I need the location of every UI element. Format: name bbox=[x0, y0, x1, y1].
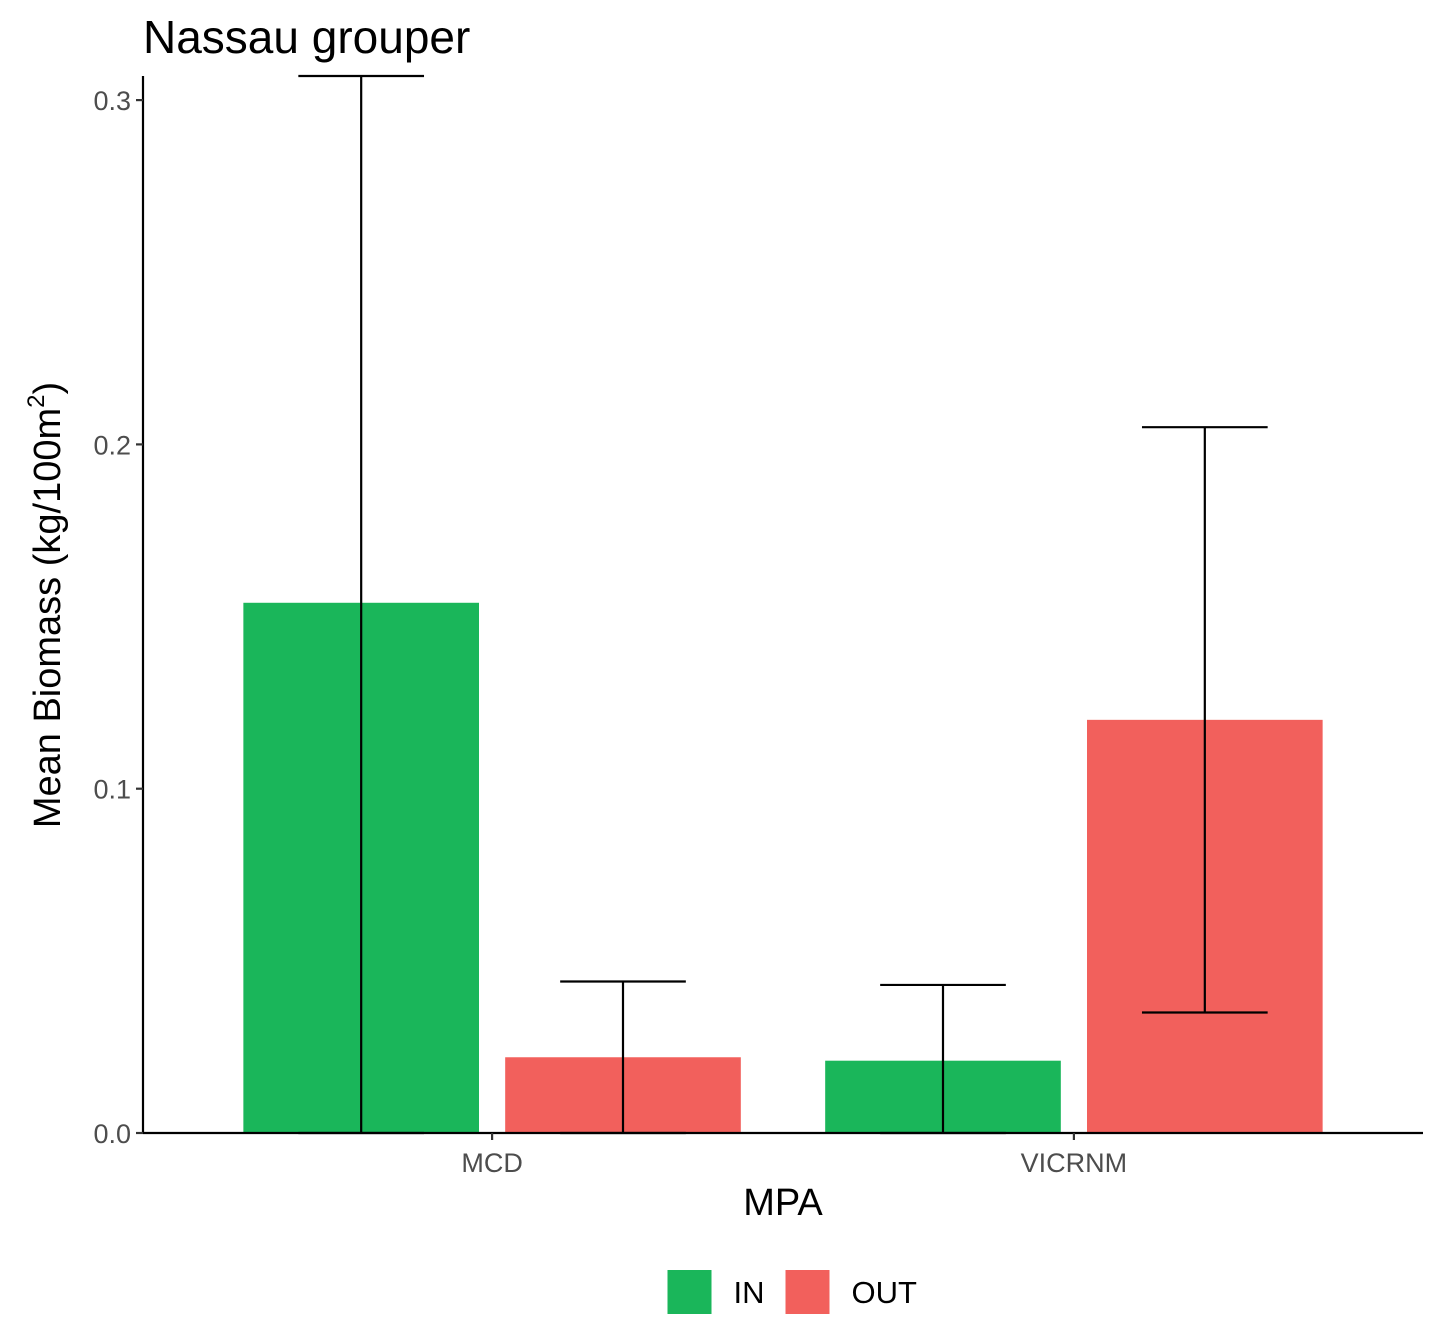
x-tick-label: MCD bbox=[461, 1148, 523, 1178]
bars-layer bbox=[243, 602, 1323, 1133]
svg-text:Mean Biomass (kg/100m2): Mean Biomass (kg/100m2) bbox=[23, 382, 69, 828]
x-axis-title: MPA bbox=[743, 1182, 823, 1224]
error-bar-vicrnm-out bbox=[1141, 426, 1268, 1014]
axes-layer: 0.0 0.1 0.2 0.3 MCD VICRNM bbox=[93, 76, 1423, 1178]
y-tick-label: 0.2 bbox=[93, 430, 131, 460]
chart-title: Nassau grouper bbox=[143, 11, 470, 63]
y-axis-title-text: Mean Biomass (kg/100m bbox=[27, 408, 69, 828]
legend-key-out bbox=[785, 1270, 830, 1314]
legend-label-in: IN bbox=[734, 1275, 765, 1310]
y-tick-label: 0.1 bbox=[93, 775, 131, 805]
legend-key-in bbox=[667, 1270, 712, 1314]
y-axis-title-superscript: 2 bbox=[23, 395, 50, 408]
y-axis-title: Mean Biomass (kg/100m2) bbox=[23, 382, 69, 828]
legend-label-out: OUT bbox=[852, 1275, 918, 1310]
y-tick-label: 0.0 bbox=[93, 1119, 131, 1149]
y-tick-label: 0.3 bbox=[93, 86, 131, 116]
x-tick-label: VICRNM bbox=[1021, 1148, 1128, 1178]
y-axis-title-suffix: ) bbox=[27, 382, 69, 395]
legend: IN OUT bbox=[667, 1270, 918, 1314]
